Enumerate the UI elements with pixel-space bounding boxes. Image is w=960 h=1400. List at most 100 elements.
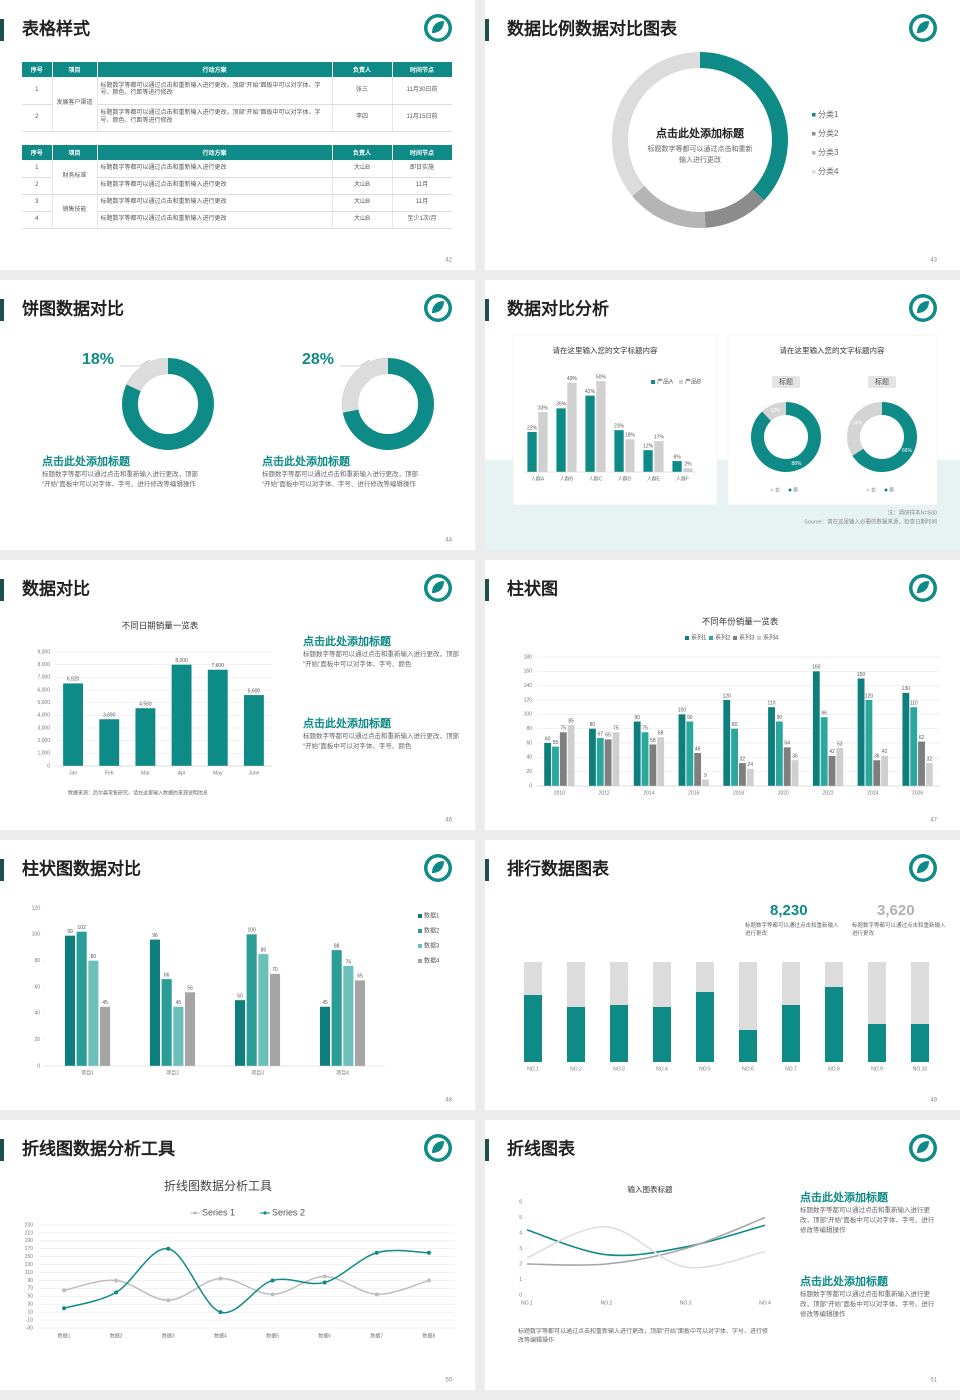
data-label: 49% bbox=[567, 376, 578, 382]
table-box: 序号 项目 行动方案 负责人 时间节点1财务标准标题数字等都可以通过点击和重新输入进行更… bbox=[22, 145, 452, 229]
point bbox=[218, 1276, 223, 1281]
chart-title: 输入图表标题 bbox=[628, 1184, 673, 1194]
logo-leaf bbox=[432, 21, 444, 33]
header-cell: 行动方案 bbox=[97, 145, 333, 160]
bar bbox=[739, 763, 746, 786]
bar bbox=[702, 779, 709, 786]
legend-label: 系列1 bbox=[691, 634, 707, 642]
bar bbox=[135, 708, 156, 766]
bar bbox=[149, 939, 161, 1066]
body-text: 标题数字等都可以通过点击和重新输入进行更改，顶部“开始”面板中可以对字体、字号、… bbox=[303, 733, 459, 750]
y-tick-label: 100 bbox=[524, 712, 533, 718]
data-label: 66 bbox=[164, 972, 170, 978]
bar bbox=[820, 717, 828, 786]
value-label: 28% bbox=[302, 351, 334, 368]
x-tick-label: June bbox=[248, 770, 259, 776]
point bbox=[62, 1288, 67, 1293]
bar bbox=[783, 747, 791, 786]
slide-title: 柱状图数据对比 bbox=[22, 858, 141, 878]
bar bbox=[865, 700, 873, 786]
bar bbox=[649, 744, 657, 786]
point bbox=[374, 1250, 379, 1255]
bar bbox=[657, 737, 665, 786]
x-tick-label: 项目2 bbox=[166, 1070, 179, 1076]
x-tick-label: NO.2 bbox=[600, 1300, 612, 1306]
line bbox=[526, 1224, 766, 1257]
data-label: 32 bbox=[740, 756, 746, 762]
bar bbox=[538, 412, 548, 472]
logo-leaf bbox=[432, 1141, 444, 1153]
slide-background bbox=[485, 840, 960, 1110]
header-cell: 项目 bbox=[52, 62, 98, 77]
x-tick-label: 人群F bbox=[676, 475, 689, 482]
y-tick-label: 230 bbox=[25, 1222, 34, 1228]
legend-swatch bbox=[679, 380, 683, 384]
legend-swatch bbox=[733, 636, 737, 640]
chart-title: 不同日期销量一览表 bbox=[122, 620, 199, 630]
data-label: 66% bbox=[902, 448, 913, 454]
x-tick-label: NO.6 bbox=[742, 1066, 754, 1072]
bar bbox=[672, 461, 682, 472]
table-cell: 1 bbox=[22, 77, 53, 105]
bar bbox=[775, 721, 783, 786]
bar bbox=[678, 714, 686, 786]
table-row: 4 标题数字等都可以通过点击和重新输入进行更改 大山B 至少1次/月 bbox=[22, 211, 452, 229]
y-tick-label: 2 bbox=[519, 1261, 522, 1267]
slide-title: 数据比例数据对比图表 bbox=[507, 18, 678, 38]
bar-segment bbox=[696, 962, 714, 992]
data-label: 68 bbox=[658, 731, 664, 737]
line bbox=[526, 1225, 766, 1269]
donut-label: 标题 bbox=[779, 377, 793, 386]
table-cell: 11月30日前 bbox=[392, 77, 452, 105]
y-tick-label: 2,000 bbox=[37, 738, 50, 744]
table-cell: 2 bbox=[22, 104, 53, 132]
data-label: 4,560 bbox=[139, 702, 152, 708]
chart-title: 请在这里输入您的文字标题内容 bbox=[780, 345, 885, 355]
header-cell: 行动方案 bbox=[97, 62, 333, 77]
data-label: 102 bbox=[77, 925, 86, 931]
bar bbox=[567, 382, 577, 472]
data-label: 90 bbox=[687, 715, 693, 721]
chart-text-box: 标题数字等都可以通过点击和重新输入进行更改 bbox=[648, 146, 753, 164]
bar bbox=[173, 1006, 184, 1066]
x-tick-label: 人群E bbox=[647, 475, 661, 482]
slide-title: 表格样式 bbox=[22, 18, 90, 38]
leader-line bbox=[340, 359, 371, 367]
data-label: 88% bbox=[791, 461, 802, 467]
y-tick-label: 4,000 bbox=[37, 713, 50, 719]
bar bbox=[910, 707, 918, 786]
bar bbox=[331, 950, 342, 1066]
data-label: 42 bbox=[829, 749, 835, 755]
bar bbox=[246, 934, 257, 1066]
bar bbox=[604, 739, 612, 786]
slide: 柱状图数据对比 48 数据1 数据2 数据3 数据4 0 20 40 60 80 100 120 项目1 9… bbox=[0, 840, 475, 1110]
chart-title: 不同年份销量一览表 bbox=[702, 616, 779, 626]
legend-label: 数据3 bbox=[424, 942, 440, 950]
y-tick-label: 50 bbox=[27, 1294, 33, 1300]
y-tick-label: 0 bbox=[47, 763, 50, 769]
data-table: 序号 项目 行动方案 负责人 时间节点 1 财务标准 标题数字等都可以通过点击和重新输入进行更… bbox=[22, 145, 452, 229]
y-tick-label: 30 bbox=[27, 1302, 33, 1308]
heading: 点击此处添加标题 bbox=[303, 634, 392, 648]
data-label: 42% bbox=[585, 389, 596, 395]
data-label: 3,690 bbox=[103, 713, 116, 719]
x-tick-label: 2022 bbox=[822, 790, 833, 796]
pie-segment bbox=[612, 52, 700, 197]
x-tick-label: NO.2 bbox=[570, 1066, 582, 1072]
bar-segment bbox=[696, 992, 714, 1062]
x-tick-label: 项目4 bbox=[336, 1070, 349, 1076]
line bbox=[526, 1216, 766, 1266]
data-label: 120 bbox=[865, 693, 874, 699]
legend-swatch bbox=[263, 1211, 267, 1215]
data-label: 110 bbox=[910, 700, 918, 706]
x-tick-label: 人群D bbox=[618, 475, 632, 482]
data-label: 23% bbox=[614, 424, 625, 430]
point bbox=[426, 1278, 431, 1283]
slide: 数据对比分析45请在这里输入您的文字标题内容产品A产品B人群A22%33%人群B… bbox=[485, 280, 960, 550]
slide: 折线图数据分析工具 50 折线图数据分析工具 Series 1 Series 2 -30 -… bbox=[0, 1120, 475, 1390]
x-tick-label: 2016 bbox=[688, 790, 699, 796]
data-label: 70 bbox=[272, 967, 278, 973]
x-tick-label: 2026 bbox=[912, 790, 923, 796]
data-label: 100 bbox=[247, 928, 256, 934]
x-tick-label: 2012 bbox=[599, 790, 610, 796]
